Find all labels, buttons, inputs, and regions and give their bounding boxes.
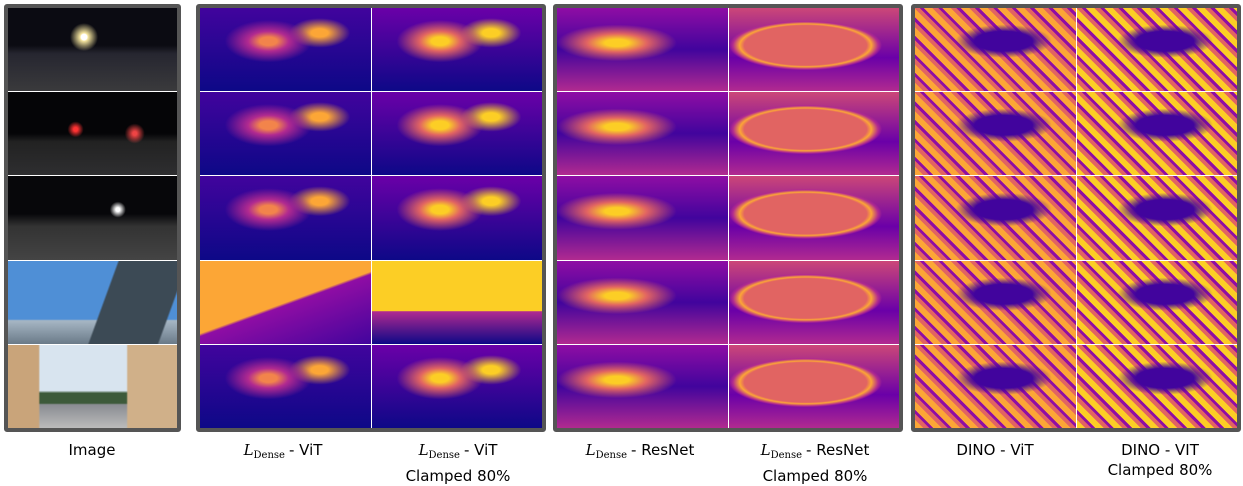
caption-line: DINO - VIT [1070,440,1243,460]
caption-line: DINO - ViT [905,440,1085,460]
symbol: L [761,441,771,459]
image-panel [4,4,181,432]
caption-note: Clamped 80% [368,466,548,486]
heatmap [557,92,728,175]
heatmap [557,261,728,344]
heatmap [1077,345,1238,428]
photo [8,345,177,428]
photo [8,261,177,344]
subscript: Dense [254,450,285,461]
subscript: Dense [429,450,460,461]
heatmap [729,176,900,259]
caption-note: Clamped 80% [1070,460,1243,480]
heatmap [372,345,543,428]
caption: Image [2,440,182,460]
caption-line: LDense - ResNet [550,440,730,466]
heatmap [372,8,543,91]
figure: {"captions": [ {"text": "Image"}, {"symb… [0,0,1243,485]
heatmap [915,345,1076,428]
caption: DINO - ViT [905,440,1085,460]
caption-line: LDense - ViT [368,440,548,466]
heatmap [557,176,728,259]
vit-panel [196,4,546,432]
caption-text: - ResNet [806,441,869,459]
resnet-panel [553,4,903,432]
caption-text: DINO - ViT [956,441,1033,459]
heatmap [557,8,728,91]
subscript: Dense [596,450,627,461]
heatmap [372,176,543,259]
heatmap [1077,92,1238,175]
photo [8,176,177,259]
heatmap [200,345,371,428]
heatmap [200,261,371,344]
heatmap [557,345,728,428]
heatmap [915,176,1076,259]
caption-text: - ResNet [631,441,694,459]
heatmap [915,92,1076,175]
heatmap [729,92,900,175]
caption-line: LDense - ResNet [725,440,905,466]
caption: LDense - ViT Clamped 80% [368,440,548,486]
heatmap [1077,176,1238,259]
symbol: L [244,441,254,459]
caption-text: - ViT [464,441,497,459]
heatmap [1077,261,1238,344]
heatmap [729,345,900,428]
heatmap [915,8,1076,91]
heatmap [200,8,371,91]
caption-line: LDense - ViT [193,440,373,466]
symbol: L [586,441,596,459]
heatmap [372,261,543,344]
heatmap [915,261,1076,344]
caption: LDense - ViT [193,440,373,466]
caption: LDense - ResNet Clamped 80% [725,440,905,486]
heatmap [200,176,371,259]
caption-line: Image [2,440,182,460]
caption-note: Clamped 80% [725,466,905,486]
dino-panel [911,4,1241,432]
heatmap [729,8,900,91]
heatmap [372,92,543,175]
heatmap [200,92,371,175]
symbol: L [419,441,429,459]
caption-text: - ViT [289,441,322,459]
photo [8,8,177,91]
caption-text: DINO - VIT [1121,441,1199,459]
caption: LDense - ResNet [550,440,730,466]
subscript: Dense [771,450,802,461]
caption-text: Image [69,441,116,459]
photo [8,92,177,175]
heatmap [729,261,900,344]
heatmap [1077,8,1238,91]
